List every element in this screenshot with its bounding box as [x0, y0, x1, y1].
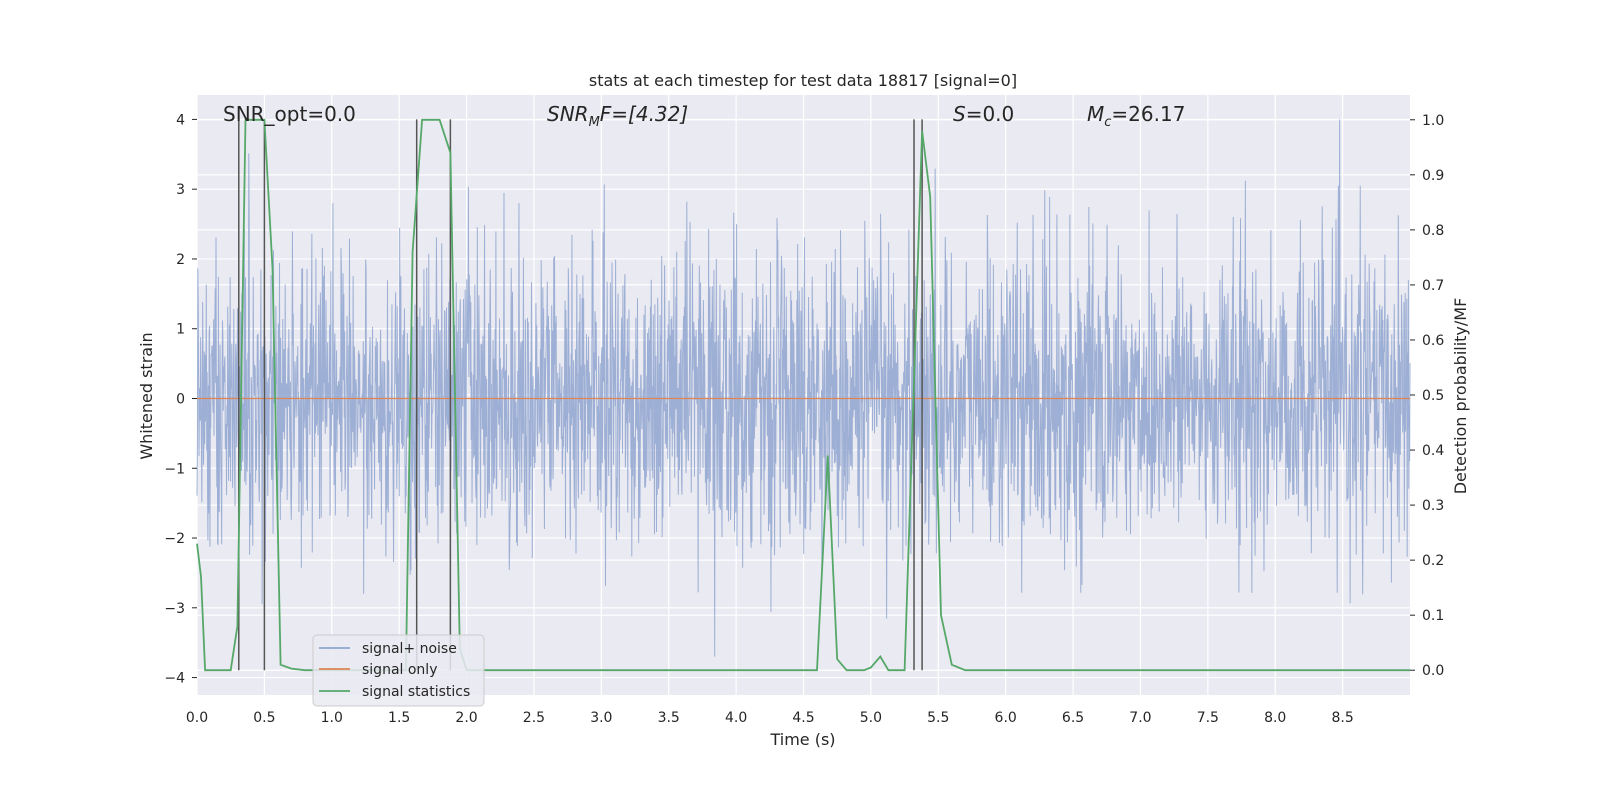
signal-noise-series [196, 119, 1411, 657]
y-tick-label: −4 [164, 671, 185, 687]
legend-box [312, 634, 485, 707]
annotation-snr-mf-rest: F=[4.32] [600, 102, 688, 126]
chart-title: stats at each timestep for test data 188… [589, 71, 1017, 90]
annotation-mc-sub: c [1104, 115, 1111, 130]
x-tick-label: 1.5 [388, 710, 410, 726]
x-tick-label: 6.5 [1062, 710, 1084, 726]
legend-label-noise: signal+ noise [362, 641, 457, 657]
x-tick-label: 4.0 [725, 710, 747, 726]
legend-label-signal: signal only [362, 662, 437, 678]
x-tick-label: 6.0 [995, 710, 1017, 726]
y-right-tick-label: 0.3 [1422, 498, 1444, 514]
x-tick-label: 0.0 [186, 710, 208, 726]
y-right-tick-label: 0.9 [1422, 168, 1444, 184]
annotation-mc-rest: =26.17 [1111, 102, 1185, 126]
y-tick-label: −3 [164, 601, 185, 617]
y-right-tick-label: 0.6 [1422, 333, 1444, 349]
x-tick-label: 2.5 [523, 710, 545, 726]
annotation-snr-opt: SNR_opt=0.0 [223, 102, 356, 126]
annotation-snr-mf: SNRMF=[4.32] [547, 102, 688, 130]
y-right-axis-ticks: 1.0 0.9 0.8 0.7 0.6 0.5 0.4 0.3 0.2 0.1 0.0 [1410, 113, 1444, 679]
y-right-tick-label: 0.5 [1422, 388, 1444, 404]
y-right-tick-label: 0.1 [1422, 608, 1444, 624]
x-tick-label: 4.5 [792, 710, 814, 726]
y-tick-label: 0 [176, 391, 185, 407]
y-right-tick-label: 0.0 [1422, 663, 1444, 679]
signal-noise-line [196, 119, 1411, 657]
y-tick-label: 4 [176, 112, 185, 128]
annotation-mc-main: M [1087, 102, 1104, 126]
y-axis-ticks: 4 3 2 1 0 −1 −2 −3 −4 [164, 112, 197, 687]
y-right-tick-label: 0.4 [1422, 443, 1444, 459]
x-tick-label: 5.0 [860, 710, 882, 726]
y-tick-label: −2 [164, 531, 185, 547]
legend-label-stats: signal statistics [362, 684, 470, 700]
x-tick-label: 5.5 [927, 710, 949, 726]
y-right-tick-label: 0.7 [1422, 278, 1444, 294]
x-tick-label: 3.5 [658, 710, 680, 726]
x-tick-label: 7.5 [1197, 710, 1219, 726]
y-tick-label: 2 [176, 252, 185, 268]
y-axis-label: Whitened strain [137, 332, 156, 459]
x-tick-label: 0.5 [253, 710, 275, 726]
annotation-s-main: S [953, 102, 966, 126]
x-tick-label: 3.0 [590, 710, 612, 726]
annotation-snr-mf-main: SNR [547, 102, 589, 126]
x-axis-label: Time (s) [769, 730, 835, 749]
annotation-s: S=0.0 [953, 102, 1014, 126]
y-right-axis-label: Detection probability/MF [1451, 298, 1470, 495]
y-tick-label: 3 [176, 182, 185, 198]
annotation-s-rest: =0.0 [966, 102, 1015, 126]
y-tick-label: −1 [164, 461, 185, 477]
x-tick-label: 7.0 [1129, 710, 1151, 726]
y-right-tick-label: 0.8 [1422, 223, 1444, 239]
y-tick-label: 1 [176, 322, 185, 338]
x-axis-ticks: 0.0 0.5 1.0 1.5 2.0 2.5 3.0 3.5 4.0 4.5 5.0 5.5 6.0 6… [186, 710, 1354, 726]
x-tick-label: 1.0 [321, 710, 343, 726]
signal-statistics-series [196, 118, 1410, 672]
annotation-mc: Mc=26.17 [1087, 102, 1185, 130]
y-right-tick-label: 1.0 [1422, 113, 1444, 129]
legend: signal+ noise signal only signal statist… [312, 634, 485, 707]
annotation-snr-mf-sub: M [589, 115, 600, 130]
x-tick-label: 8.0 [1264, 710, 1286, 726]
x-tick-label: 8.5 [1331, 710, 1353, 726]
x-tick-label: 2.0 [455, 710, 477, 726]
y-right-tick-label: 0.2 [1422, 553, 1444, 569]
